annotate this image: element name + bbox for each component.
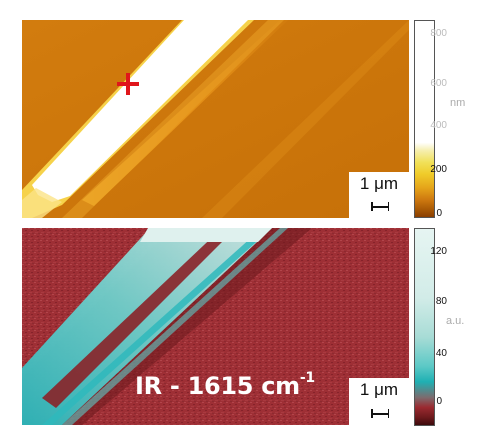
afm-tick-400: 400	[430, 120, 447, 131]
afm-tick-0: 0	[436, 208, 442, 219]
ir-title-exponent: -1	[299, 370, 315, 386]
ir-title-main: IR - 1615 cm	[135, 372, 300, 400]
scale-bar-line	[371, 202, 389, 211]
ir-scale-bar: 1 μm	[349, 378, 409, 425]
scale-bar-label: 1 μm	[359, 174, 399, 193]
ir-title: IR - 1615 cm-1	[135, 370, 315, 400]
afm-scale-bar: 1 μm	[349, 172, 409, 218]
afm-height-image	[22, 20, 409, 218]
red-cross-marker	[117, 73, 139, 95]
ir-tick-40: 40	[435, 348, 447, 359]
afm-colorbar-unit: nm	[450, 97, 466, 109]
scale-bar-label: 1 μm	[359, 380, 399, 399]
ir-colorbar	[414, 228, 435, 426]
ir-absorption-image	[22, 228, 409, 425]
afm-tick-600: 600	[430, 78, 447, 89]
ir-tick-0: 0	[436, 396, 442, 407]
afm-colorbar	[414, 20, 435, 218]
ir-colorbar-unit: a.u.	[446, 315, 465, 327]
ir-tick-80: 80	[435, 296, 447, 307]
afm-tick-200: 200	[430, 164, 447, 175]
afm-tick-800: 800	[430, 28, 447, 39]
scale-bar-line	[371, 409, 389, 418]
ir-tick-120: 120	[430, 246, 447, 257]
